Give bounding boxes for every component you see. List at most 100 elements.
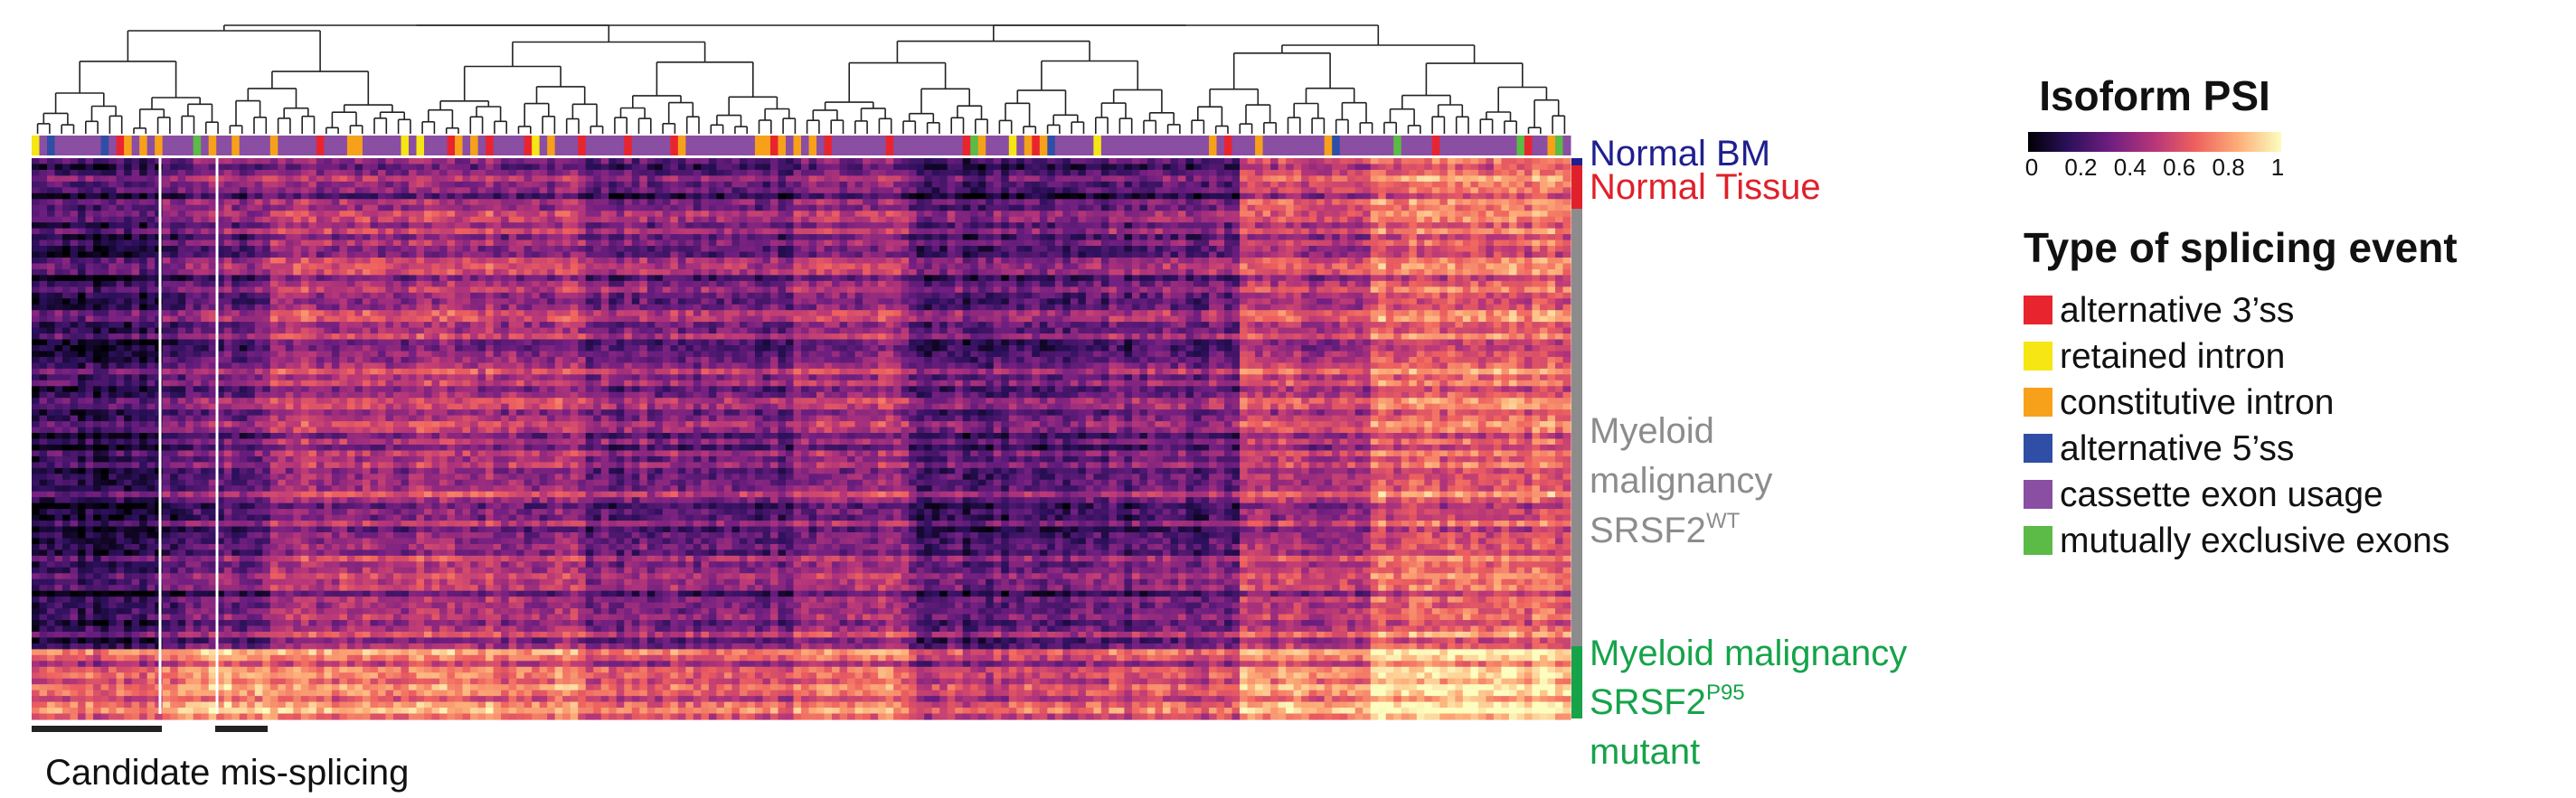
heatmap-cell [570,268,579,276]
heatmap-cell [554,216,563,223]
heatmap-cell [501,187,510,194]
heatmap-cell [278,257,287,265]
heatmap-cell [739,275,749,282]
heatmap-cell [477,175,486,183]
heatmap-cell [62,158,71,165]
heatmap-cell [662,199,671,206]
heatmap-cell [1185,169,1194,177]
heatmap-cell [1301,222,1310,230]
heatmap-cell [901,257,910,265]
heatmap-cell [54,164,63,171]
heatmap-cell [1070,275,1079,282]
heatmap-cell [346,204,356,211]
heatmap-cell [639,175,648,183]
heatmap-cell [739,211,749,218]
heatmap-cell [1185,222,1194,230]
heatmap-cell [909,169,918,177]
heatmap-cell [1493,275,1503,282]
heatmap-cell [639,239,648,247]
heatmap-cell [293,275,302,282]
heatmap-cell [977,257,986,265]
heatmap-cell [839,187,848,194]
heatmap-cell [747,199,756,206]
heatmap-cell [808,204,817,211]
heatmap-cell [1047,222,1056,230]
heatmap-cell [646,275,656,282]
heatmap-cell [977,192,986,200]
heatmap-cell [801,268,810,276]
heatmap-cell [1008,199,1017,206]
heatmap-cell [32,257,41,265]
heatmap-cell [739,257,749,265]
heatmap-cell [177,216,186,223]
heatmap-cell [832,158,841,165]
heatmap-cell [977,275,986,282]
heatmap-cell [1332,216,1341,223]
heatmap-cell [177,251,186,258]
heatmap-cell [816,239,826,247]
heatmap-cell [1486,181,1495,188]
heatmap-cell [1201,199,1210,206]
heatmap-cell [778,192,787,200]
heatmap-cell [377,199,387,206]
heatmap-cell [1139,268,1148,276]
heatmap-cell [431,164,440,171]
heatmap-cell [431,222,440,230]
heatmap-cell [177,239,186,247]
heatmap-cell [462,204,471,211]
heatmap-cell [346,187,356,194]
heatmap-cell [585,187,594,194]
heatmap-cell [524,222,533,230]
heatmap-cell [1039,246,1048,253]
heatmap-cell [1093,175,1102,183]
heatmap-cell [54,222,63,230]
heatmap-cell [362,158,372,165]
heatmap-cell [1001,239,1010,247]
heatmap-cell [524,175,533,183]
heatmap-cell [993,257,1002,265]
heatmap-cell [1532,216,1541,223]
heatmap-cell [639,228,648,235]
heatmap-cell [778,228,787,235]
heatmap-cell [970,228,979,235]
heatmap-cell [247,187,256,194]
heatmap-cell [1100,211,1109,218]
heatmap-cell [785,268,795,276]
heatmap-cell [185,181,194,188]
heatmap-cell [508,257,517,265]
heatmap-cell [231,222,241,230]
heatmap-cell [1170,187,1179,194]
heatmap-cell [346,263,356,270]
heatmap-cell [1024,175,1033,183]
heatmap-cell [731,181,741,188]
heatmap-cell [646,280,656,287]
heatmap-cell [1532,181,1541,188]
heatmap-cell [1378,280,1387,287]
heatmap-cell [493,204,502,211]
heatmap-cell [785,169,795,177]
heatmap-cell [254,246,263,253]
heatmap-cell [385,275,394,282]
heatmap-cell [1170,251,1179,258]
heatmap-cell [416,246,425,253]
heatmap-cell [231,263,241,270]
heatmap-cell [170,228,179,235]
heatmap-cell [662,187,671,194]
heatmap-cell [924,280,933,287]
heatmap-cell [1016,234,1025,241]
heatmap-cell [508,228,517,235]
heatmap-cell [193,204,202,211]
heatmap-cell [1554,216,1564,223]
heatmap-cell [401,275,410,282]
heatmap-cell [339,234,348,241]
heatmap-cell [62,169,71,177]
heatmap-cell [1324,158,1333,165]
heatmap-cell [1146,158,1156,165]
event-type-segment [1439,136,1448,155]
heatmap-cell [847,175,856,183]
heatmap-cell [462,192,471,200]
heatmap-cell [247,216,256,223]
heatmap-cell [609,222,618,230]
heatmap-cell [1278,169,1287,177]
heatmap-cell [847,199,856,206]
